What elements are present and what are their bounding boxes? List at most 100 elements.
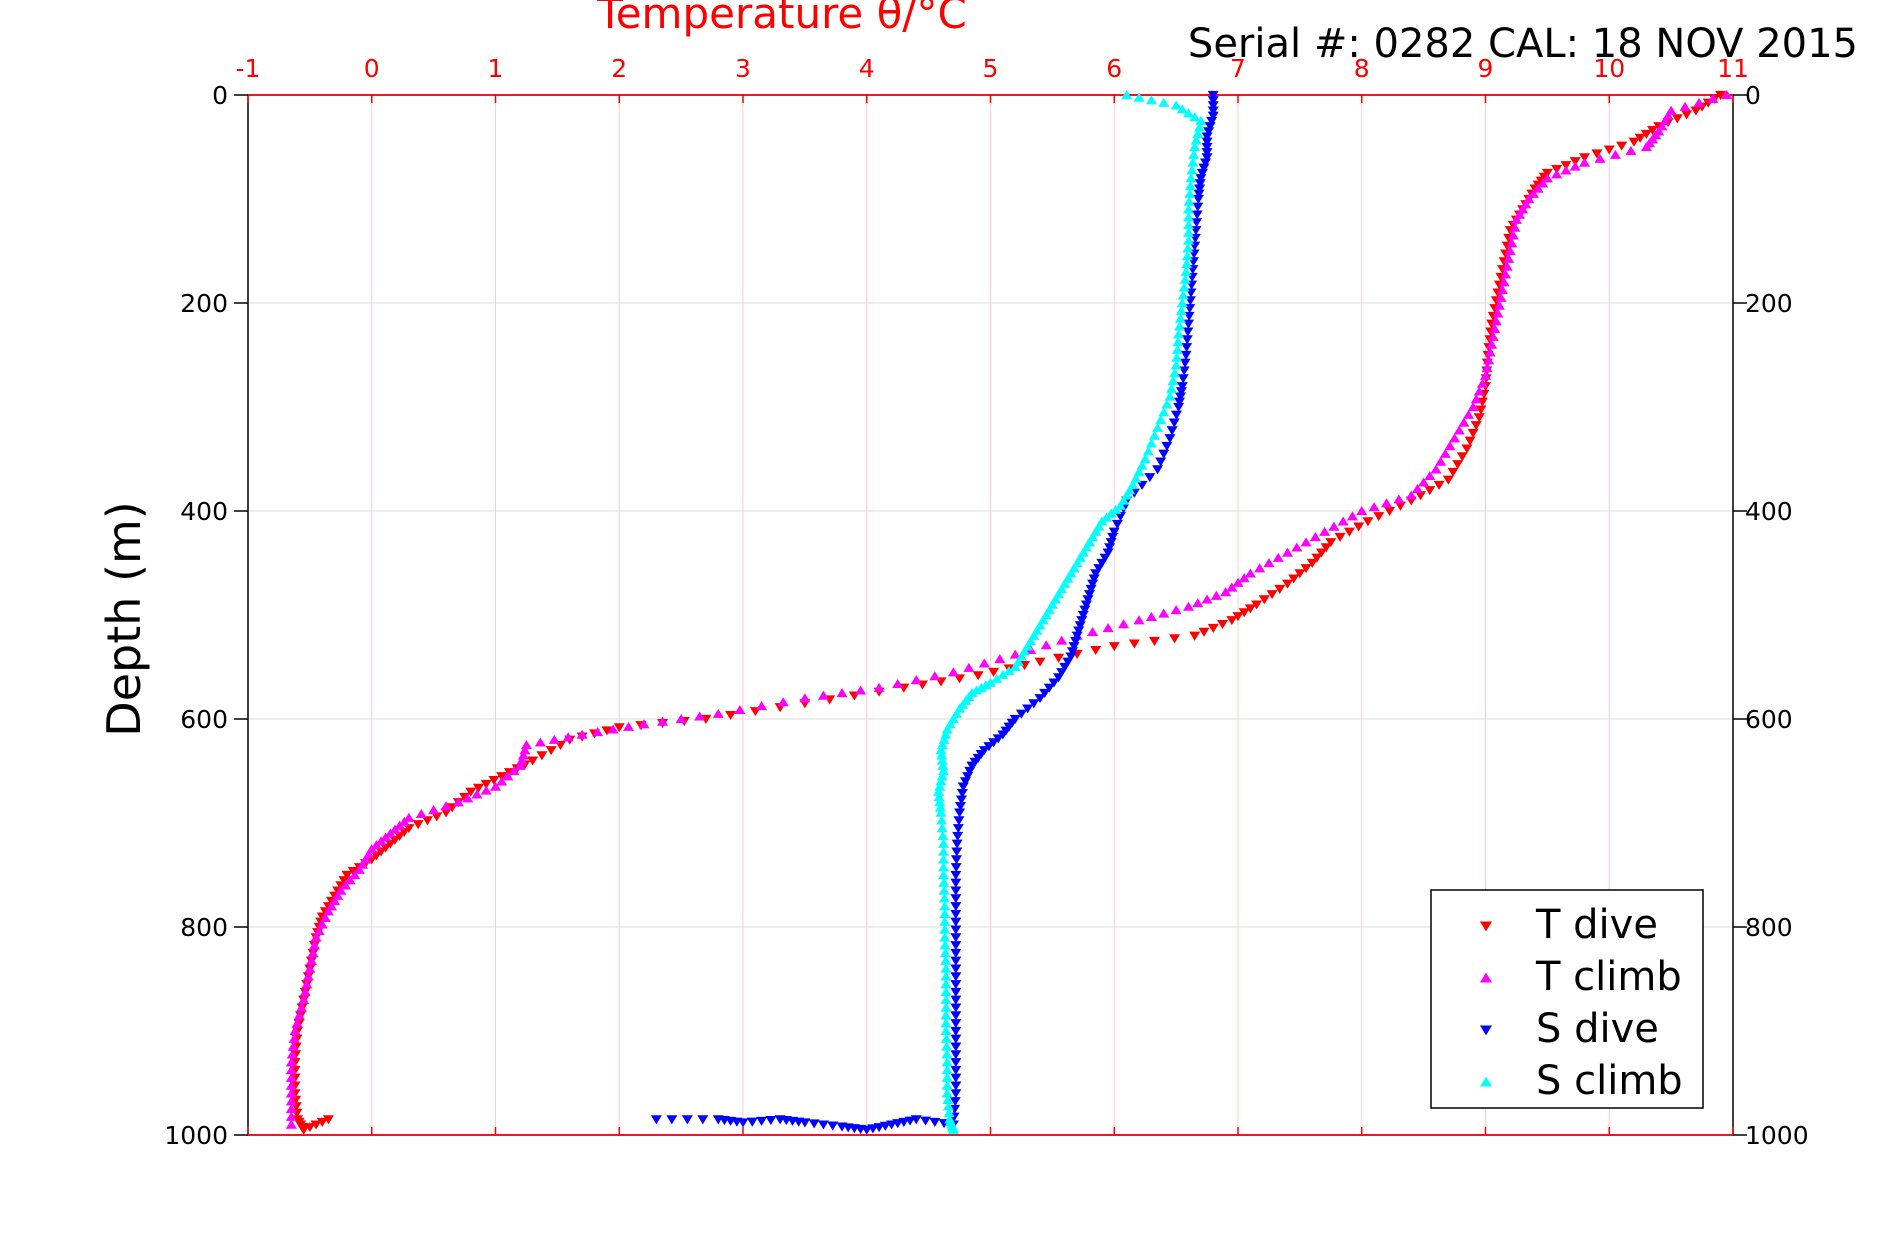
data-point-interp [1171,352,1183,362]
data-point-interp [1133,92,1145,102]
y-tick-label-right: 800 [1745,913,1793,942]
data-point-interp [1181,343,1193,353]
data-point-interp [1133,467,1145,477]
data-point-interp [1481,363,1493,373]
data-point [1319,526,1331,536]
data-point-interp [1207,106,1219,116]
x-tick-label: 6 [1106,54,1122,83]
data-point-interp [1184,181,1196,191]
data-point-interp [1424,486,1436,496]
data-point-interp [1316,548,1328,558]
data-point [1510,214,1522,224]
data-point-interp [940,979,952,989]
data-point-interp [939,924,951,934]
data-point-interp [347,866,359,877]
data-point-interp [1232,577,1244,587]
data-point-interp [1458,417,1470,427]
data-point-interp [472,783,484,793]
data-point-interp [950,1073,962,1083]
data-point-interp [1527,188,1539,198]
x-tick-label: 8 [1354,54,1370,83]
data-point-interp [1073,626,1085,636]
data-point [1053,673,1065,683]
data-point-interp [1111,519,1123,529]
data-point-interp [940,955,952,965]
data-point-interp [1066,647,1078,657]
data-point [298,994,310,1004]
data-point-interp [1300,564,1312,574]
data-point-interp [950,1065,962,1075]
data-point-interp [1183,108,1194,118]
data-point-interp [480,779,492,789]
data-point [937,838,949,848]
data-point-interp [1634,133,1646,143]
data-point-interp [933,792,945,802]
data-point-interp [1258,595,1270,605]
data-point-interp [1681,110,1693,120]
data-point-interp [1311,553,1323,563]
data-point [1108,642,1120,652]
data-point-interp [394,820,406,830]
data-point-interp [954,674,966,684]
y-tick-label-right: 200 [1745,289,1793,318]
data-point-interp [1506,238,1518,248]
data-point-interp [938,877,950,887]
data-point [514,760,526,770]
data-point-interp [1415,491,1427,501]
data-point-interp [1170,605,1182,615]
data-point-interp [950,1050,962,1060]
data-point-interp [1254,563,1266,573]
data-point-interp [1175,305,1187,315]
data-point-interp [302,971,314,981]
data-point [1282,547,1293,557]
data-point-interp [1373,512,1385,522]
data-point-interp [1174,397,1186,407]
x-tick-label: 9 [1478,54,1494,83]
data-point-interp [934,781,946,791]
data-point-interp [1603,145,1615,155]
data-point [1034,694,1046,704]
data-point [1176,298,1188,308]
data-point-interp [1693,97,1705,107]
x-tick-label: -1 [236,54,261,83]
data-point [1185,173,1197,183]
data-point-interp [955,795,967,805]
data-point-interp [287,1041,299,1051]
data-point [1251,600,1263,610]
data-point-interp [421,816,433,826]
data-point-interp [951,847,963,857]
data-point-interp [1309,532,1321,542]
data-point [490,781,501,791]
data-point-interp [697,1115,709,1125]
data-point-interp [290,1095,302,1105]
x-tick-label: 4 [859,54,875,83]
data-point-interp [978,658,990,668]
x-tick-label: 11 [1717,54,1749,83]
data-point [1152,465,1164,475]
legend-marker [1480,972,1492,983]
y-tick-label-right: 0 [1745,81,1761,110]
data-point-interp [950,972,962,982]
data-point-interp [1128,639,1140,649]
data-point [972,671,984,681]
legend-marker [1480,921,1492,932]
series-s-climb [933,90,1207,1134]
data-point-interp [1207,623,1219,633]
data-point [1133,615,1145,625]
data-point-interp [1136,460,1148,470]
data-point-interp [1184,188,1196,198]
data-point [1164,434,1176,444]
data-point-interp [1207,96,1219,106]
data-point-interp [398,816,410,826]
data-point-interp [963,662,975,672]
data-point [940,963,952,973]
data-point-interp [285,1065,297,1075]
data-point-interp [286,1049,298,1059]
data-point-interp [949,1097,961,1107]
data-point-interp [1497,285,1509,295]
data-point-interp [940,987,952,997]
data-point [1183,319,1194,329]
data-point-interp [1087,579,1099,589]
data-point-interp [339,880,351,890]
